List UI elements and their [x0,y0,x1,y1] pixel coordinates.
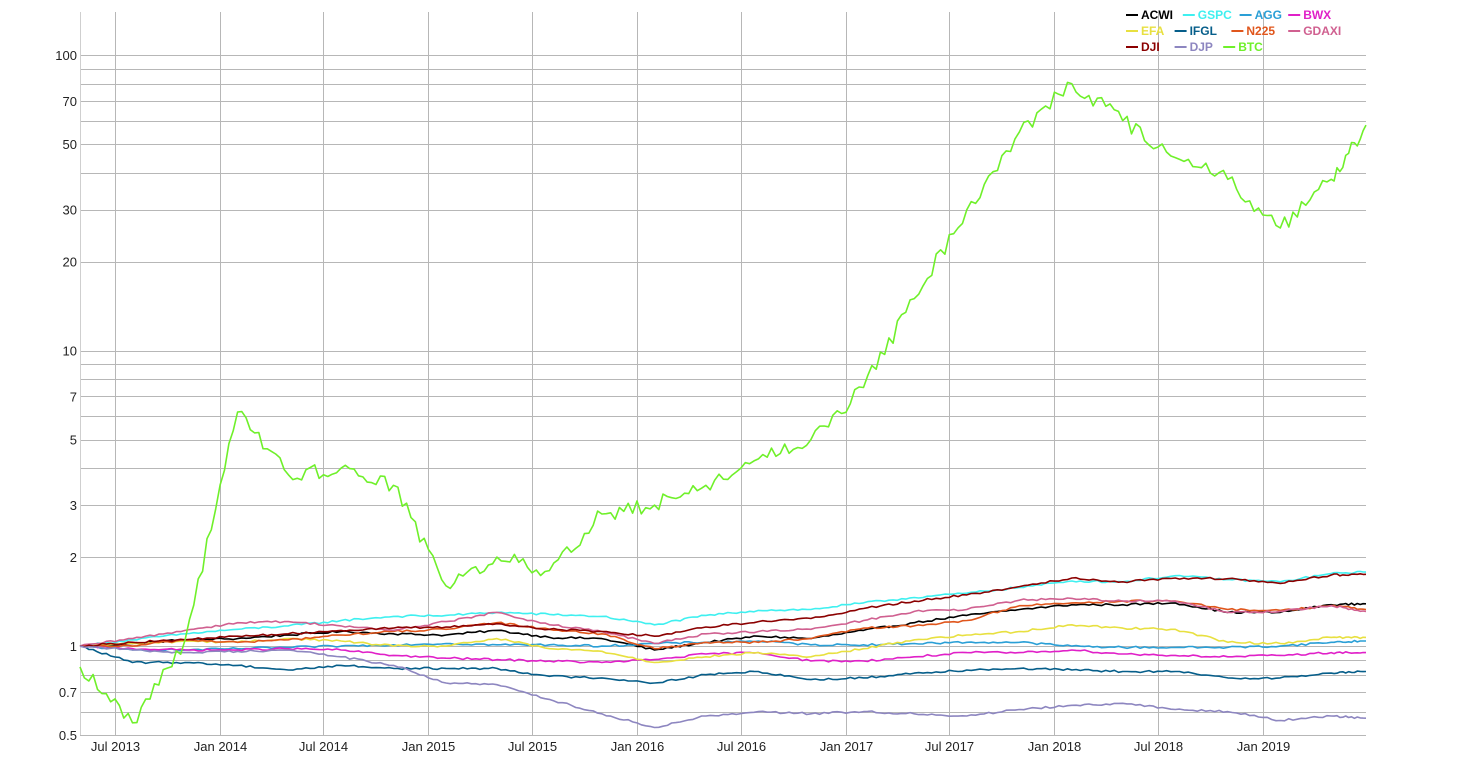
x-tick-label: Jul 2014 [299,739,348,754]
x-tick-label: Jan 2017 [820,739,874,754]
legend-label-agg: AGG [1255,8,1282,22]
y-tick-label: 10 [63,344,77,359]
legend-label-dji: DJI [1141,40,1160,54]
x-tick-label: Jan 2015 [402,739,456,754]
legend-label-acwi: ACWI [1141,8,1173,22]
x-tick-label: Jul 2015 [508,739,557,754]
series-line-btc [79,81,1367,724]
y-tick-label: 20 [63,255,77,270]
legend-label-gspc: GSPC [1198,8,1232,22]
y-tick-label: 2 [70,550,77,565]
legend-label-ifgl: IFGL [1190,24,1217,38]
series-line-djp [79,645,1367,729]
x-tick-label: Jan 2018 [1028,739,1082,754]
legend-label-efa: EFA [1141,24,1165,38]
x-tick-label: Jul 2016 [717,739,766,754]
legend: ACWI GSPC AGG BWX EFA IFGL N225 GDAXI DJI DJP BTC [1126,8,1341,54]
axes: Jul 2013 Jan 2014 Jul 2014 Jan 2015 Jul 2015… [55,12,1290,754]
series-line-gspc [79,570,1367,647]
x-tick-label: Jan 2014 [194,739,248,754]
x-tick-label: Jan 2016 [611,739,665,754]
y-tick-label: 7 [70,389,77,404]
y-tick-label: 70 [63,94,77,109]
x-tick-label: Jul 2018 [1134,739,1183,754]
legend-label-djp: DJP [1190,40,1213,54]
legend-label-n225: N225 [1246,24,1275,38]
series-line-acwi [79,601,1367,651]
legend-label-bwx: BWX [1303,8,1331,22]
x-tick-label: Jul 2013 [91,739,140,754]
y-tick-label: 100 [55,48,77,63]
series-line-gdaxi [79,597,1367,647]
x-tick-label: Jul 2017 [925,739,974,754]
legend-label-gdaxi: GDAXI [1303,24,1341,38]
y-tick-label: 50 [63,137,77,152]
x-tick-label: Jan 2019 [1237,739,1291,754]
y-tick-label: 5 [70,433,77,448]
y-tick-label: 3 [70,498,77,513]
y-tick-label: 0.7 [59,685,77,700]
y-tick-label: 1 [70,639,77,654]
y-tick-label: 0.5 [59,728,77,743]
legend-label-btc: BTC [1238,40,1263,54]
y-tick-label: 30 [63,203,77,218]
series-lines [79,81,1367,729]
series-line-dji [79,573,1367,648]
series-line-ifgl [79,645,1367,685]
